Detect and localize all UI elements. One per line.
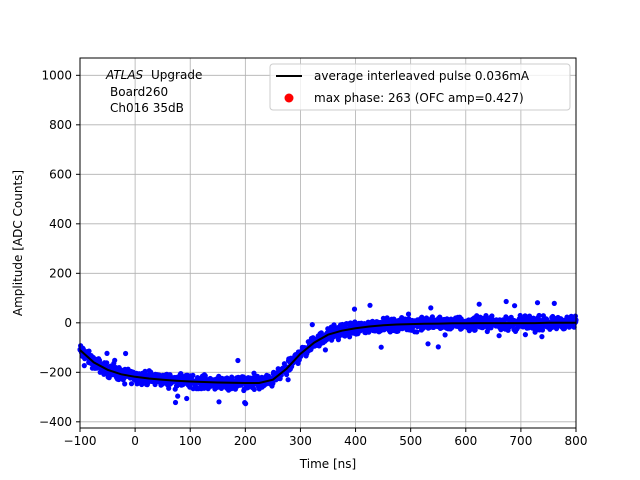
scatter-point (536, 312, 542, 319)
scatter-point (243, 401, 249, 407)
scatter-point (483, 313, 489, 319)
scatter-point (496, 333, 502, 339)
legend-box (269, 63, 571, 111)
scatter-point (539, 327, 546, 333)
scatter-point (104, 350, 110, 356)
legend: average interleaved pulse 0.036mA max ph… (269, 63, 571, 111)
legend-entry-max-phase: max phase: 263 (OFC amp=0.427) (314, 91, 524, 105)
scatter-point (104, 360, 110, 366)
scatter-point (128, 381, 135, 387)
x-tick-label: 100 (179, 434, 202, 448)
scatter-point (122, 381, 128, 387)
scatter-point (534, 300, 541, 306)
scatter-point (123, 350, 129, 357)
scatter-point (270, 380, 276, 386)
scatter-point (435, 344, 441, 350)
scatter-point (378, 344, 384, 350)
annotation: ATLAS Upgrade Board260 Ch016 35dB (105, 68, 202, 115)
y-tick-label: −200 (39, 365, 72, 379)
y-tick-label: 800 (49, 118, 72, 132)
legend-entry-average: average interleaved pulse 0.036mA (314, 69, 530, 83)
y-axis-label: Amplitude [ADC Counts] (11, 170, 25, 316)
scatter-point (428, 305, 434, 311)
scatter-point (522, 332, 529, 338)
scatter-point (572, 313, 579, 319)
y-tick-label: −400 (39, 415, 72, 429)
scatter-point (175, 393, 181, 399)
y-tick-label: 200 (49, 266, 72, 280)
scatter-point (285, 377, 291, 383)
scatter-point (309, 322, 315, 328)
y-tick-label: 1000 (41, 68, 72, 82)
scatter-point (142, 368, 148, 374)
scatter-point (172, 399, 179, 406)
scatter-point (489, 313, 495, 319)
annotation-board: Board260 (110, 85, 168, 99)
scatter-point (405, 311, 412, 317)
scatter-point (235, 357, 241, 364)
x-axis-ticks: −100 0 100 200 300 400 500 600 700 800 (64, 428, 588, 448)
svg-text:ATLAS Upgrade: ATLAS Upgrade (105, 68, 202, 82)
x-tick-label: 400 (344, 434, 367, 448)
scatter-point (166, 385, 172, 391)
scatter-point (81, 363, 87, 369)
scatter-point (251, 370, 257, 376)
y-tick-label: 600 (49, 167, 72, 181)
scatter-point (184, 395, 190, 402)
scatter-point (86, 348, 92, 354)
x-axis-label: Time [ns] (299, 457, 356, 471)
scatter-point (472, 327, 478, 333)
y-axis-ticks: −400 −200 0 200 400 600 800 1000 (39, 68, 80, 429)
scatter-point (442, 332, 448, 338)
scatter-point (551, 300, 557, 306)
y-tick-label: 400 (49, 217, 72, 231)
scatter-point (318, 330, 324, 336)
scatter-point (351, 306, 358, 312)
scatter-point (251, 386, 257, 392)
scatter-point (322, 347, 328, 353)
scatter-point (539, 334, 545, 340)
scatter-series (77, 298, 579, 407)
x-tick-label: −100 (64, 434, 97, 448)
x-tick-label: 200 (234, 434, 257, 448)
annotation-experiment-suffix: Upgrade (151, 68, 202, 82)
scatter-point (190, 372, 196, 378)
scatter-point (425, 341, 431, 347)
x-tick-label: 300 (289, 434, 312, 448)
scatter-point (216, 399, 222, 405)
annotation-channel: Ch016 35dB (110, 101, 184, 115)
scatter-point (367, 302, 373, 308)
scatter-point (112, 357, 118, 363)
scatter-point (254, 373, 260, 379)
scatter-point (503, 298, 509, 305)
scatter-point (284, 371, 290, 378)
y-tick-label: 0 (64, 316, 72, 330)
scatter-point (476, 301, 482, 307)
scatter-point (571, 324, 577, 330)
plot-frame (79, 57, 577, 429)
average-pulse-line (79, 321, 576, 384)
x-tick-label: 700 (509, 434, 532, 448)
x-tick-label: 0 (131, 434, 139, 448)
x-tick-label: 500 (399, 434, 422, 448)
scatter-point (414, 329, 420, 335)
scatter-point (511, 303, 518, 309)
x-tick-label: 800 (565, 434, 588, 448)
legend-dot-marker (284, 93, 294, 103)
x-tick-label: 600 (454, 434, 477, 448)
annotation-experiment: ATLAS (105, 68, 144, 82)
